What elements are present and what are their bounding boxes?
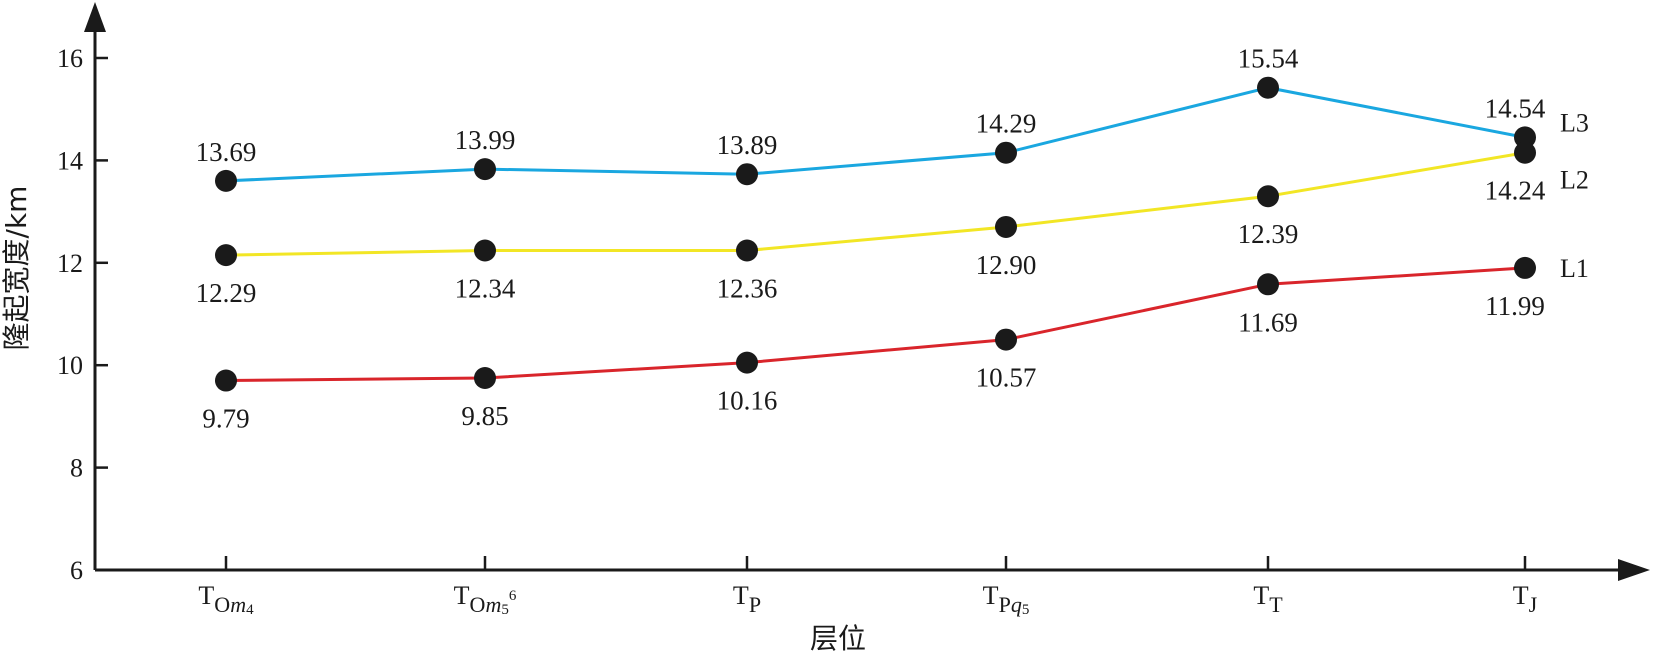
data-label-l3: 15.54 (1238, 44, 1299, 74)
data-point-l1 (736, 351, 758, 374)
series-line-l3 (225, 86, 1526, 183)
y-tick-label: 6 (70, 556, 83, 585)
data-label-l2: 12.39 (1238, 219, 1299, 249)
series-line-l2 (225, 151, 1526, 257)
data-label-l2: 12.36 (717, 274, 778, 304)
data-point-l1 (215, 369, 237, 392)
data-label-l2: 12.34 (455, 274, 516, 304)
data-point-l2 (1257, 185, 1279, 208)
series-group (215, 76, 1536, 392)
data-point-l3 (995, 141, 1017, 164)
x-tick-label: TPq5 (983, 581, 1030, 618)
data-label-l1: 10.57 (976, 363, 1037, 393)
data-point-l1 (474, 367, 496, 389)
data-point-l2 (1514, 141, 1536, 164)
y-tick-label: 12 (57, 249, 83, 278)
y-tick-label: 16 (57, 44, 83, 73)
data-label-l3: 14.54 (1485, 93, 1546, 123)
data-label-l1: 10.16 (717, 386, 778, 416)
series-line-l1 (225, 266, 1526, 383)
data-point-l2 (215, 244, 237, 267)
data-point-l2 (995, 215, 1017, 238)
data-label-l3: 13.99 (455, 125, 516, 155)
y-tick-label: 8 (70, 454, 83, 483)
data-point-l3 (1514, 126, 1536, 149)
data-label-l2: 12.90 (976, 250, 1037, 280)
data-label-l3: 14.29 (976, 109, 1037, 139)
y-axis-title: 隆起宽度/km (0, 186, 33, 351)
data-label-l3: 13.69 (196, 137, 257, 167)
data-point-l1 (1514, 256, 1536, 279)
series-name-l1: L1 (1560, 254, 1589, 283)
x-tick-label: TJ (1513, 581, 1538, 617)
y-tick-label: 14 (57, 146, 83, 175)
x-axis-ticks: TOm4 TOm56 TP TPq5 TT TJ (198, 556, 1538, 618)
y-axis-arrow (84, 2, 106, 32)
data-label-l2: 12.29 (196, 278, 257, 308)
x-tick-label: TP (733, 581, 761, 617)
data-point-l2 (736, 239, 758, 262)
data-label-l1: 9.79 (202, 404, 249, 434)
x-tick-label: TT (1253, 581, 1283, 617)
x-axis-arrow (1618, 559, 1650, 581)
x-axis-title: 层位 (810, 622, 866, 655)
data-label-l2: 14.24 (1485, 176, 1546, 206)
x-tick-label: TOm56 (454, 581, 517, 618)
data-label-l1: 11.69 (1238, 307, 1298, 337)
data-label-l1: 9.85 (461, 401, 508, 431)
data-point-l3 (215, 169, 237, 192)
series-name-l2: L2 (1560, 166, 1589, 195)
data-point-l3 (1257, 76, 1279, 99)
series-name-l3: L3 (1560, 108, 1589, 137)
y-axis-ticks: 6 8 10 12 14 16 (57, 44, 108, 585)
axes (84, 2, 1650, 581)
y-tick-label: 10 (57, 351, 83, 380)
data-point-l3 (474, 158, 496, 181)
data-labels: 13.69 13.99 13.89 14.29 15.54 14.54 L3 12.29 12.… (196, 44, 1589, 434)
data-point-l1 (1257, 273, 1279, 296)
data-label-l1: 11.99 (1485, 291, 1545, 321)
data-point-l2 (474, 239, 496, 262)
data-point-l3 (736, 163, 758, 186)
data-label-l3: 13.89 (717, 130, 778, 160)
x-tick-label: TOm4 (198, 581, 254, 618)
data-point-l1 (995, 328, 1017, 351)
